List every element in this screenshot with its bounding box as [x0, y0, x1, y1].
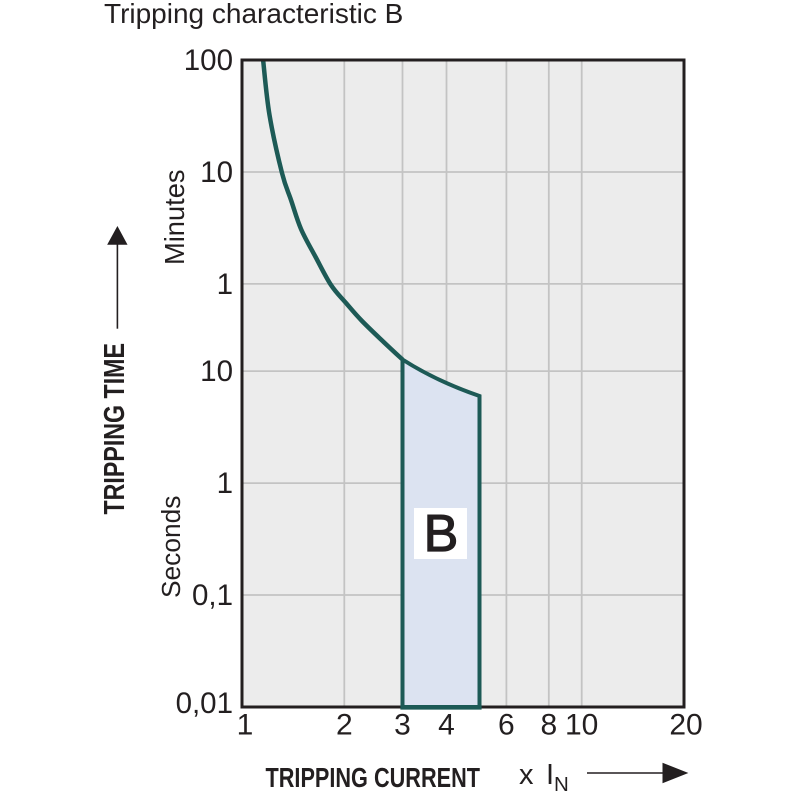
svg-text:6: 6 [498, 709, 515, 742]
svg-text:Seconds: Seconds [156, 496, 186, 598]
svg-text:100: 100 [184, 44, 233, 77]
svg-text:10: 10 [200, 156, 233, 189]
svg-text:2: 2 [336, 709, 353, 742]
svg-text:N: N [554, 773, 569, 796]
svg-text:I: I [546, 759, 554, 791]
svg-text:3: 3 [394, 709, 411, 742]
svg-text:20: 20 [669, 709, 702, 742]
svg-text:TRIPPING TIME: TRIPPING TIME [99, 343, 131, 515]
svg-text:B: B [424, 505, 459, 563]
svg-text:Tripping characteristic B: Tripping characteristic B [104, 0, 403, 29]
svg-text:0,1: 0,1 [192, 579, 233, 612]
svg-text:10: 10 [565, 709, 598, 742]
svg-text:x: x [519, 759, 534, 791]
svg-text:1: 1 [217, 467, 233, 500]
svg-text:1: 1 [217, 268, 233, 301]
svg-text:Minutes: Minutes [159, 169, 190, 265]
svg-text:0,01: 0,01 [176, 687, 233, 720]
svg-text:10: 10 [200, 355, 233, 388]
svg-text:4: 4 [438, 709, 455, 742]
svg-text:8: 8 [540, 709, 557, 742]
svg-text:1: 1 [237, 709, 254, 742]
svg-text:TRIPPING CURRENT: TRIPPING CURRENT [266, 762, 481, 793]
